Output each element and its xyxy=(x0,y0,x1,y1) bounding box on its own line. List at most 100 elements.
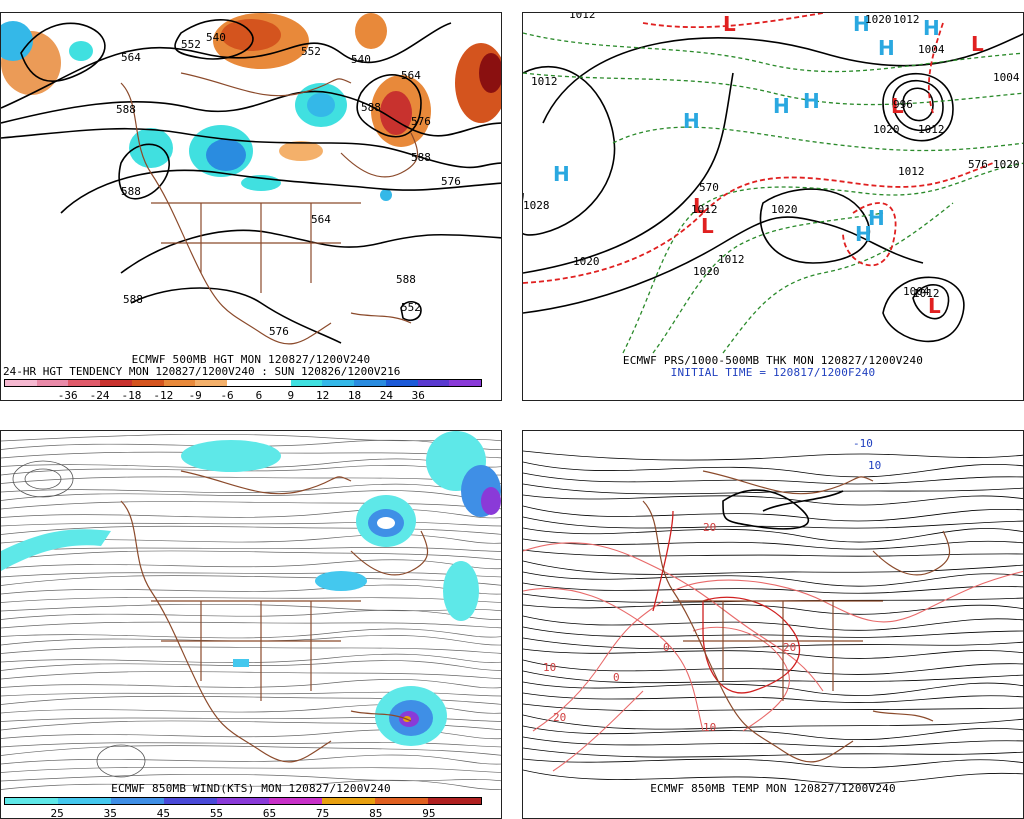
low-pressure-marker: L xyxy=(971,32,984,56)
colorbar-tick-label: -9 xyxy=(188,389,202,401)
pressure-label: 1012 xyxy=(913,287,940,300)
contour-label: 552 xyxy=(401,301,421,314)
wind-colorbar-ticks: 25 35 45 55 65 75 85 95 xyxy=(4,807,482,819)
map-500mb: 564 552 540 552 540 564 576 588 588 588 576 564 588 5… xyxy=(1,13,501,345)
colorbar-tick-label: -36 xyxy=(57,389,78,401)
temp-label: 10 xyxy=(868,459,881,472)
colorbar-tick-label: -12 xyxy=(153,389,174,401)
colorbar-swatch xyxy=(216,798,270,804)
temp-label: 10 xyxy=(703,721,716,734)
colorbar-swatch xyxy=(57,798,111,804)
colorbar-tick-label: 6 xyxy=(255,389,263,401)
colorbar-tick-label: 75 xyxy=(316,807,330,819)
pressure-label: 1020 xyxy=(771,203,798,216)
colorbar-tick-label: 36 xyxy=(411,389,425,401)
colorbar-tick-label: 45 xyxy=(156,807,170,819)
colorbar-tick-label: -24 xyxy=(89,389,110,401)
temp-label: -10 xyxy=(853,437,873,450)
colorbar-swatch xyxy=(269,798,323,804)
low-pressure-marker: L xyxy=(693,194,706,218)
low-pressure-marker: L xyxy=(891,94,904,118)
colorbar-swatch xyxy=(131,380,164,386)
pressure-label: 1012 xyxy=(691,203,718,216)
high-pressure-marker: H xyxy=(803,89,820,113)
temp-label: 20 xyxy=(553,711,566,724)
colorbar-tick-label: 25 xyxy=(50,807,64,819)
colorbar-tick-label: -6 xyxy=(220,389,234,401)
panel-850mb-wind: ECMWF 850MB WIND(KTS) MON 120827/1200V24… xyxy=(0,430,502,819)
contour-label: 588 xyxy=(411,151,431,164)
panel-temp-title: ECMWF 850MB TEMP MON 120827/1200V240 xyxy=(650,782,896,795)
colorbar-tick-label: 65 xyxy=(262,807,277,819)
high-pressure-marker: H xyxy=(855,222,872,246)
pressure-label: 1020 xyxy=(693,265,720,278)
high-pressure-marker: H xyxy=(878,36,895,60)
colorbar-tick-label: 35 xyxy=(103,807,117,819)
pressure-label: 1012 xyxy=(893,13,920,26)
colorbar-swatch xyxy=(428,798,482,804)
temp-label: 0 xyxy=(613,671,620,684)
pressure-label: 1004 xyxy=(993,71,1020,84)
pressure-label: 1012 xyxy=(569,13,596,21)
colorbar-tick-label: 55 xyxy=(209,807,224,819)
colorbar-tick-label: -18 xyxy=(121,389,142,401)
pressure-label: 1012 xyxy=(918,123,945,136)
colorbar-swatch xyxy=(322,798,376,804)
pressure-label: 1028 xyxy=(523,199,550,212)
panel-mslp-title: ECMWF PRS/1000-500MB THK MON 120827/1200… xyxy=(622,354,924,367)
colorbar-swatch xyxy=(100,380,132,386)
colorbar-swatch xyxy=(163,798,217,804)
colorbar-swatch xyxy=(290,380,323,386)
low-pressure-marker: L xyxy=(701,214,714,238)
contour-label: 552 xyxy=(181,38,201,51)
colorbar-swatch xyxy=(385,380,418,386)
map-850-temp: -10 10 20 20 10 20 10 0 0 xyxy=(523,437,1023,785)
temp-label: 0 xyxy=(663,641,670,654)
colorbar-swatch xyxy=(110,798,164,804)
low-pressure-marker: L xyxy=(928,294,941,318)
high-pressure-marker: H xyxy=(853,13,870,36)
contour-label: 576 xyxy=(411,115,431,128)
colorbar-swatch xyxy=(195,380,228,386)
contour-label: 588 xyxy=(123,293,143,306)
tendency-colorbar xyxy=(4,379,482,387)
colorbar-swatch xyxy=(36,380,69,386)
pressure-label: 1004 xyxy=(903,285,930,298)
panel-850mb-temp: -10 10 20 20 10 20 10 0 0 ECMWF 850MB TEMP MON 1… xyxy=(522,430,1024,819)
panel-500mb-subtitle: 24-HR HGT TENDENCY MON 120827/1200V240 :… xyxy=(3,365,401,378)
contour-label: 552 xyxy=(301,45,321,58)
panel-500mb-height: 564 552 540 552 540 564 576 588 588 588 576 564 588 5… xyxy=(0,12,502,401)
colorbar-tick-label: 18 xyxy=(347,389,362,401)
contour-label: 540 xyxy=(206,31,226,44)
colorbar-swatch xyxy=(354,380,386,386)
pressure-label: 1020 xyxy=(865,13,892,26)
pressure-label: 996 xyxy=(893,98,913,111)
colorbar-tick-label: 9 xyxy=(287,389,295,401)
pressure-label: 1020 xyxy=(993,158,1020,171)
high-pressure-marker: H xyxy=(773,94,790,118)
colorbar-tick-label: 95 xyxy=(422,807,436,819)
temp-label: 10 xyxy=(543,661,556,674)
colorbar-swatch xyxy=(227,380,259,386)
colorbar-swatch xyxy=(375,798,429,804)
temp-label: 20 xyxy=(783,641,796,654)
wind-colorbar xyxy=(4,797,482,805)
low-pressure-marker: L xyxy=(723,13,736,36)
pressure-label: 1012 xyxy=(718,253,745,266)
temp-label: 20 xyxy=(703,521,716,534)
contour-label: 564 xyxy=(121,51,141,64)
pressure-label: 1020 xyxy=(573,255,600,268)
colorbar-swatch xyxy=(163,380,196,386)
high-pressure-marker: H xyxy=(923,16,940,40)
pressure-label: 570 xyxy=(699,181,719,194)
colorbar-swatch xyxy=(5,380,37,386)
contour-label: 588 xyxy=(121,185,141,198)
contour-label: 564 xyxy=(311,213,331,226)
map-850-wind xyxy=(1,431,501,790)
colorbar-swatch xyxy=(322,380,355,386)
colorbar-tick-label: 12 xyxy=(316,389,330,401)
pressure-label: 1020 xyxy=(873,123,900,136)
contour-label: 576 xyxy=(441,175,461,188)
